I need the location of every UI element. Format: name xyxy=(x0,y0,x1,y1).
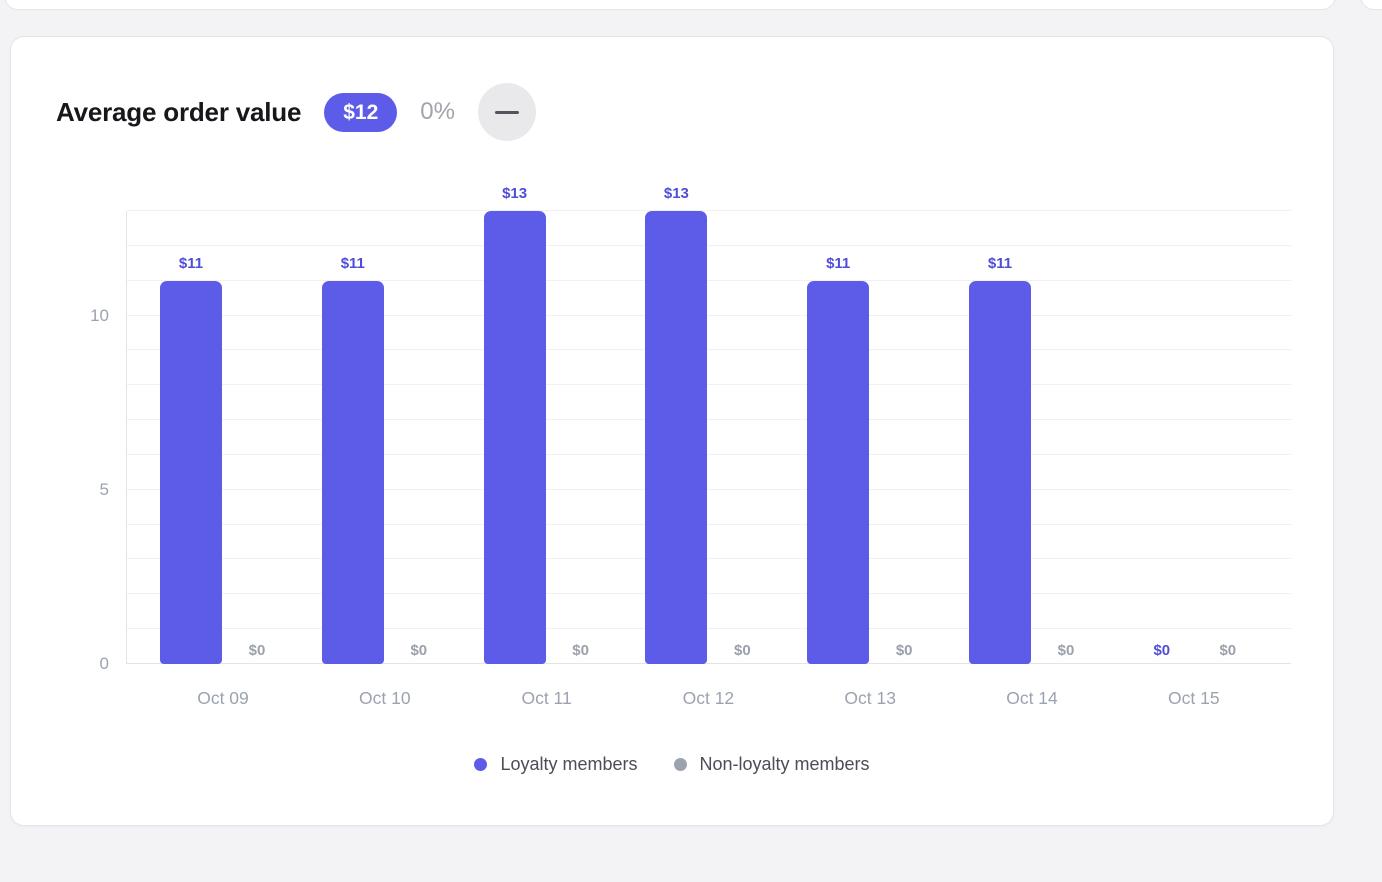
minus-icon xyxy=(494,110,519,114)
x-axis-label: Oct 11 xyxy=(521,688,572,708)
y-axis-tick: 5 xyxy=(99,479,109,499)
bar-value-label: $11 xyxy=(987,254,1013,272)
grid-line xyxy=(127,244,1291,246)
plot-area: 0 5 10 $11 $0 $11 $0 $13 $0 $13 $0 $11 $0 $11 $0 $0 $0 xyxy=(90,185,1291,673)
bar-value-label: $13 xyxy=(502,185,528,202)
zero-value-label: $0 xyxy=(734,642,751,659)
legend-label: Non-loyalty members xyxy=(699,754,870,774)
bar-loyalty-members[interactable] xyxy=(807,280,870,664)
x-axis-label: Oct 13 xyxy=(844,688,896,708)
zero-value-label: $0 xyxy=(410,642,428,659)
zero-value-label: $0 xyxy=(1057,642,1075,659)
card-header: Average order value $12 0% xyxy=(56,83,536,141)
grid-line xyxy=(127,314,1291,316)
x-axis-label: Oct 10 xyxy=(359,688,411,708)
adjacent-card-above xyxy=(4,0,1336,10)
bar-loyalty-members[interactable] xyxy=(160,280,222,664)
adjacent-card-above-right xyxy=(1360,0,1382,10)
bar-value-label: $11 xyxy=(340,254,365,272)
y-axis-tick: 10 xyxy=(90,305,109,325)
zero-value-label: $0 xyxy=(1153,642,1171,659)
legend-item-non-loyalty[interactable]: Non-loyalty members xyxy=(673,754,870,775)
grid-line xyxy=(127,279,1291,281)
chart-legend: Loyalty members Non-loyalty members xyxy=(11,754,1333,775)
zero-value-label: $0 xyxy=(1219,642,1237,659)
zero-value-label: $0 xyxy=(572,642,589,659)
legend-item-loyalty[interactable]: Loyalty members xyxy=(474,754,638,775)
bar-value-label: $13 xyxy=(663,185,689,202)
bar-loyalty-members[interactable] xyxy=(483,211,546,664)
y-axis-tick: 0 xyxy=(99,654,109,673)
grid-line xyxy=(127,419,1291,421)
legend-label: Loyalty members xyxy=(500,754,638,774)
bar-value-label: $11 xyxy=(178,254,204,272)
non-loyalty-dot-icon xyxy=(673,758,687,771)
x-axis-label: Oct 14 xyxy=(1006,688,1058,708)
x-axis-line xyxy=(127,663,1291,664)
bar-loyalty-members[interactable] xyxy=(969,280,1031,664)
grid-line xyxy=(127,488,1291,490)
x-axis-label: Oct 15 xyxy=(1168,688,1220,708)
grid-line xyxy=(127,384,1291,386)
bar-loyalty-members[interactable] xyxy=(645,211,708,664)
grid-line xyxy=(127,593,1291,595)
average-order-value-card: Average order value $12 0% 0 5 10 $11 $0 $11 $… xyxy=(10,36,1334,826)
change-percent: 0% xyxy=(420,98,455,125)
grid-line xyxy=(127,349,1291,351)
grid-line xyxy=(127,628,1291,630)
grid-line xyxy=(127,558,1291,560)
value-badge: $12 xyxy=(324,92,398,132)
bar-value-label: $11 xyxy=(826,254,851,272)
x-axis-label: Oct 12 xyxy=(682,688,735,708)
collapse-button[interactable] xyxy=(477,83,536,141)
zero-value-label: $0 xyxy=(248,642,266,659)
grid-line xyxy=(127,523,1291,525)
grid-line xyxy=(127,453,1291,455)
loyalty-dot-icon xyxy=(474,758,488,771)
grid-line xyxy=(127,210,1291,211)
bar-loyalty-members[interactable] xyxy=(321,280,384,664)
zero-value-label: $0 xyxy=(895,642,913,659)
x-axis-label: Oct 09 xyxy=(197,688,249,708)
card-title: Average order value xyxy=(56,96,302,127)
